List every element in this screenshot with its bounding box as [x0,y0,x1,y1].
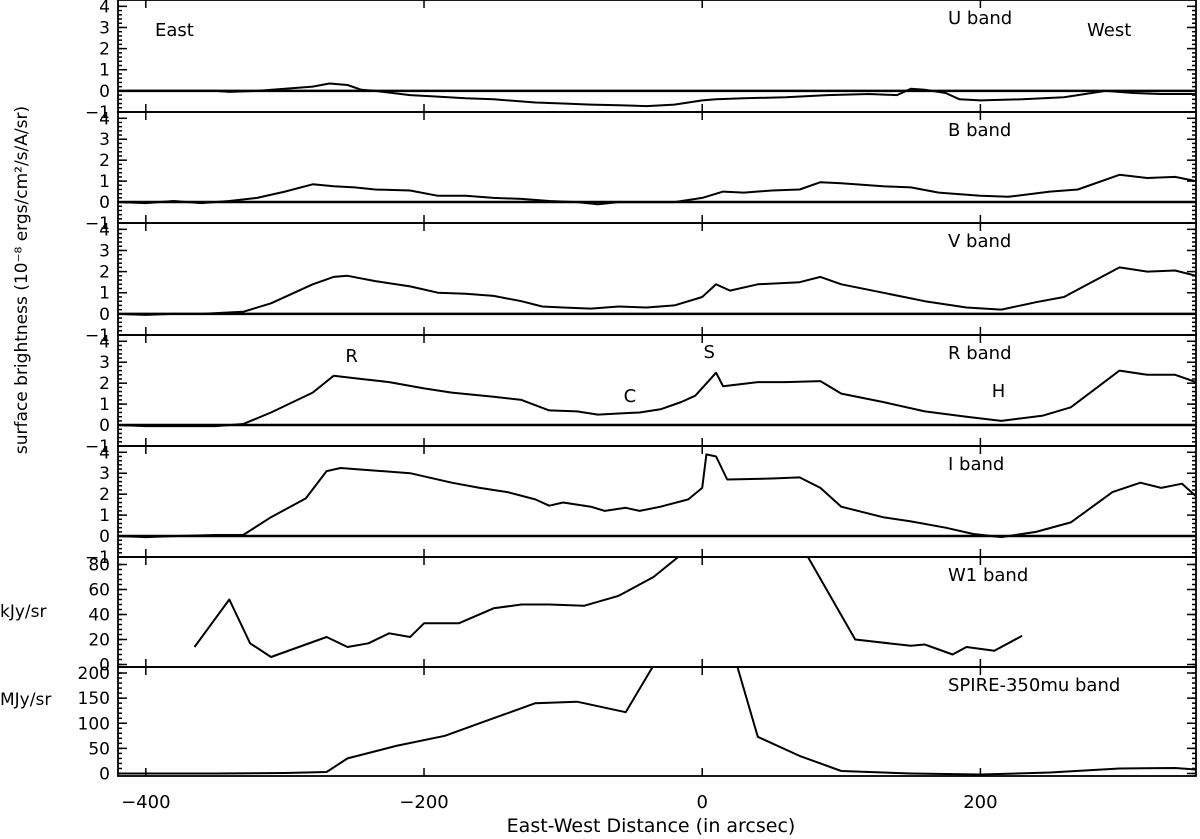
y-tick-label: 4 [99,443,110,463]
feature-label: C [624,386,637,407]
x-axis-title: East-West Distance (in arcsec) [507,815,796,837]
y-tick-label: 1 [99,395,110,415]
band-label: B band [948,120,1011,141]
series-line [118,667,1196,776]
feature-label: S [703,342,714,363]
y-tick-label: 1 [99,506,110,526]
east-label: East [155,20,194,41]
series-line [118,453,1196,539]
feature-label: R [345,346,358,367]
y-tick-label: 1 [99,284,110,304]
x-axis: −400 −200 0 200 [121,792,997,813]
y-tick-label: 150 [78,689,110,709]
y-tick-label: 4 [99,332,110,352]
y-tick-label: 0 [99,82,110,102]
y-tick-label: −1 [85,548,110,568]
y-tick-label: −1 [85,103,110,123]
band-label: U band [948,8,1012,29]
y-tick-label: 3 [99,464,110,484]
series-line [118,266,1196,316]
y-tick-label: 80 [88,556,110,576]
panel-frame [117,222,1197,336]
band-label: R band [948,343,1012,364]
x-tick-label: −200 [399,792,448,813]
y-tick-label: 50 [88,739,110,759]
y-tick-label: 2 [99,151,110,171]
y-tick-label: 2 [99,263,110,283]
panel-5: 80 60 40 20 0 W1 band [88,556,1197,676]
y-tick-label: 0 [99,656,110,676]
y-tick-label: 4 [99,0,110,17]
spire-unit-label: MJy/sr [0,690,51,710]
panel-6: 200 150 100 50 0 SPIRE-350mu band [78,664,1197,784]
y-tick-label: 0 [99,416,110,436]
w1-unit-label: kJy/sr [0,602,47,622]
y-tick-label: 60 [88,581,110,601]
x-tick-label: 200 [963,792,997,813]
y-tick-label: 3 [99,241,110,261]
y-tick-label: 1 [99,61,110,81]
band-label: V band [948,231,1011,252]
y-tick-label: −1 [85,437,110,457]
series-line [118,82,1196,108]
y-tick-label: 0 [99,527,110,547]
y-tick-label: 0 [99,305,110,325]
y-tick-label: 4 [99,220,110,240]
y-tick-label: 3 [99,18,110,38]
panel-frame [117,445,1197,558]
y-tick-label: 2 [99,40,110,60]
y-tick-label: −1 [85,214,110,234]
y-tick-label: 2 [99,485,110,505]
band-label: W1 band [948,565,1028,586]
x-tick-label: −400 [121,792,170,813]
y-tick-label: 2 [99,374,110,394]
panel-frame [117,334,1197,447]
y-tick-label: 200 [78,664,110,684]
y-tick-label: 20 [88,631,110,651]
y-tick-label: 3 [99,353,110,373]
y-tick-label: 0 [99,764,110,784]
panel-frame [117,666,1197,777]
y-tick-label: −1 [85,326,110,346]
series-line [118,173,1196,206]
y-tick-label: 3 [99,130,110,150]
y-tick-label: 0 [99,193,110,213]
x-tick-label: 0 [696,792,707,813]
panel-frame [117,0,1197,113]
feature-label: H [992,381,1006,402]
series-line [193,557,1023,658]
west-label: West [1087,20,1131,41]
y-tick-label: 100 [78,714,110,734]
y-tick-label: 4 [99,109,110,129]
y-tick-label: 40 [88,606,110,626]
y-axis-title: surface brightness (10⁻⁸ ergs/cm²/s/A/sr… [12,106,32,454]
y-tick-label: 1 [99,172,110,192]
series-line [118,369,1196,428]
band-label: I band [948,454,1004,475]
panel-frame [117,111,1197,224]
band-label: SPIRE-350mu band [948,675,1120,696]
